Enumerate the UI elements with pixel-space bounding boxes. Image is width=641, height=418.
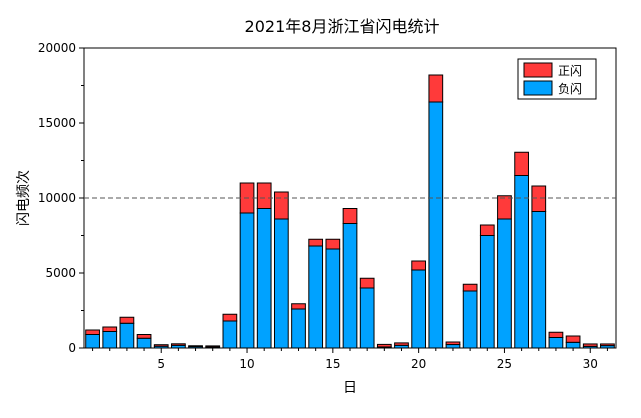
y-axis-label: 闪电频次 — [16, 170, 32, 226]
legend-label-positive: 正闪 — [558, 64, 582, 78]
bar-negative-day-4 — [136, 337, 152, 349]
bar-negative-day-13 — [291, 308, 306, 349]
bar-positive-day-13 — [291, 303, 306, 310]
bar-positive-day-20 — [411, 260, 427, 271]
bar-negative-day-24 — [479, 235, 495, 349]
bar-negative-day-26 — [514, 175, 529, 349]
x-tick-label: 5 — [157, 357, 165, 371]
x-tick-label: 30 — [583, 357, 598, 371]
legend-label-negative: 负闪 — [558, 82, 582, 96]
bar-positive-day-22 — [445, 341, 461, 346]
bar-positive-day-6 — [171, 343, 186, 346]
bar-positive-day-12 — [273, 191, 289, 220]
x-tick-label: 10 — [239, 357, 254, 371]
y-axis: 0 5000 10000 15000 20000 — [38, 41, 84, 355]
bar-positive-day-2 — [102, 326, 118, 332]
bar-positive-day-4 — [136, 334, 152, 339]
bar-positive-day-29 — [565, 335, 581, 343]
bar-negative-day-25 — [497, 218, 512, 349]
bar-positive-day-7 — [188, 345, 203, 348]
bar-negative-day-20 — [411, 269, 427, 349]
bar-positive-day-19 — [394, 342, 409, 346]
bar-negative-day-28 — [548, 337, 564, 349]
bar-positive-day-23 — [462, 283, 478, 292]
bar-positive-day-15 — [325, 238, 341, 250]
bar-negative-day-21 — [428, 101, 444, 349]
bar-positive-day-16 — [342, 208, 358, 224]
bar-positive-day-30 — [582, 343, 598, 347]
legend: 正闪 负闪 — [517, 58, 597, 100]
bar-negative-day-15 — [325, 248, 341, 349]
legend-swatch-negative — [523, 80, 553, 96]
legend-swatch-positive — [523, 62, 553, 78]
bar-positive-day-8 — [205, 345, 221, 348]
bar-positive-day-18 — [376, 343, 392, 348]
bar-positive-day-3 — [119, 316, 135, 324]
bar-negative-day-29 — [565, 341, 581, 349]
bar-negative-day-23 — [462, 290, 478, 349]
bar-positive-day-14 — [308, 238, 324, 247]
bar-negative-day-10 — [239, 212, 255, 349]
x-tick-label: 15 — [325, 357, 340, 371]
bar-positive-day-17 — [359, 277, 375, 289]
x-tick-label: 20 — [411, 357, 426, 371]
bar-positive-day-24 — [479, 224, 495, 236]
bar-positive-day-11 — [256, 182, 272, 209]
chart-title: 2021年8月浙江省闪电统计 — [245, 17, 440, 36]
bar-positive-day-9 — [222, 313, 238, 322]
bar-positive-day-5 — [153, 344, 169, 347]
bar-negative-day-14 — [308, 245, 324, 349]
bar-positive-day-1 — [85, 329, 100, 335]
y-tick-label: 20000 — [38, 41, 76, 55]
bar-negative-day-16 — [342, 223, 358, 349]
bar-positive-day-25 — [497, 195, 512, 220]
bar-positive-day-27 — [531, 185, 547, 212]
bar-positive-day-31 — [600, 343, 615, 347]
y-tick-label: 5000 — [45, 266, 76, 280]
bar-positive-day-28 — [548, 331, 564, 338]
y-tick-label: 0 — [68, 341, 76, 355]
y-tick-label: 10000 — [38, 191, 76, 205]
x-axis: 5 10 15 20 25 30 — [92, 348, 608, 371]
x-axis-label: 日 — [343, 380, 357, 396]
bar-negative-day-1 — [85, 334, 100, 349]
bar-negative-day-22 — [445, 344, 461, 349]
bar-negative-day-17 — [359, 287, 375, 349]
bar-negative-day-12 — [273, 218, 289, 349]
bar-negative-day-2 — [102, 331, 118, 349]
bar-negative-day-3 — [119, 322, 135, 349]
bar-positive-day-21 — [428, 74, 444, 103]
bar-negative-day-11 — [256, 208, 272, 349]
y-tick-label: 15000 — [38, 116, 76, 130]
bar-positive-day-26 — [514, 151, 529, 176]
bar-negative-day-9 — [222, 320, 238, 349]
x-tick-label: 25 — [497, 357, 512, 371]
bar-negative-day-27 — [531, 211, 547, 349]
